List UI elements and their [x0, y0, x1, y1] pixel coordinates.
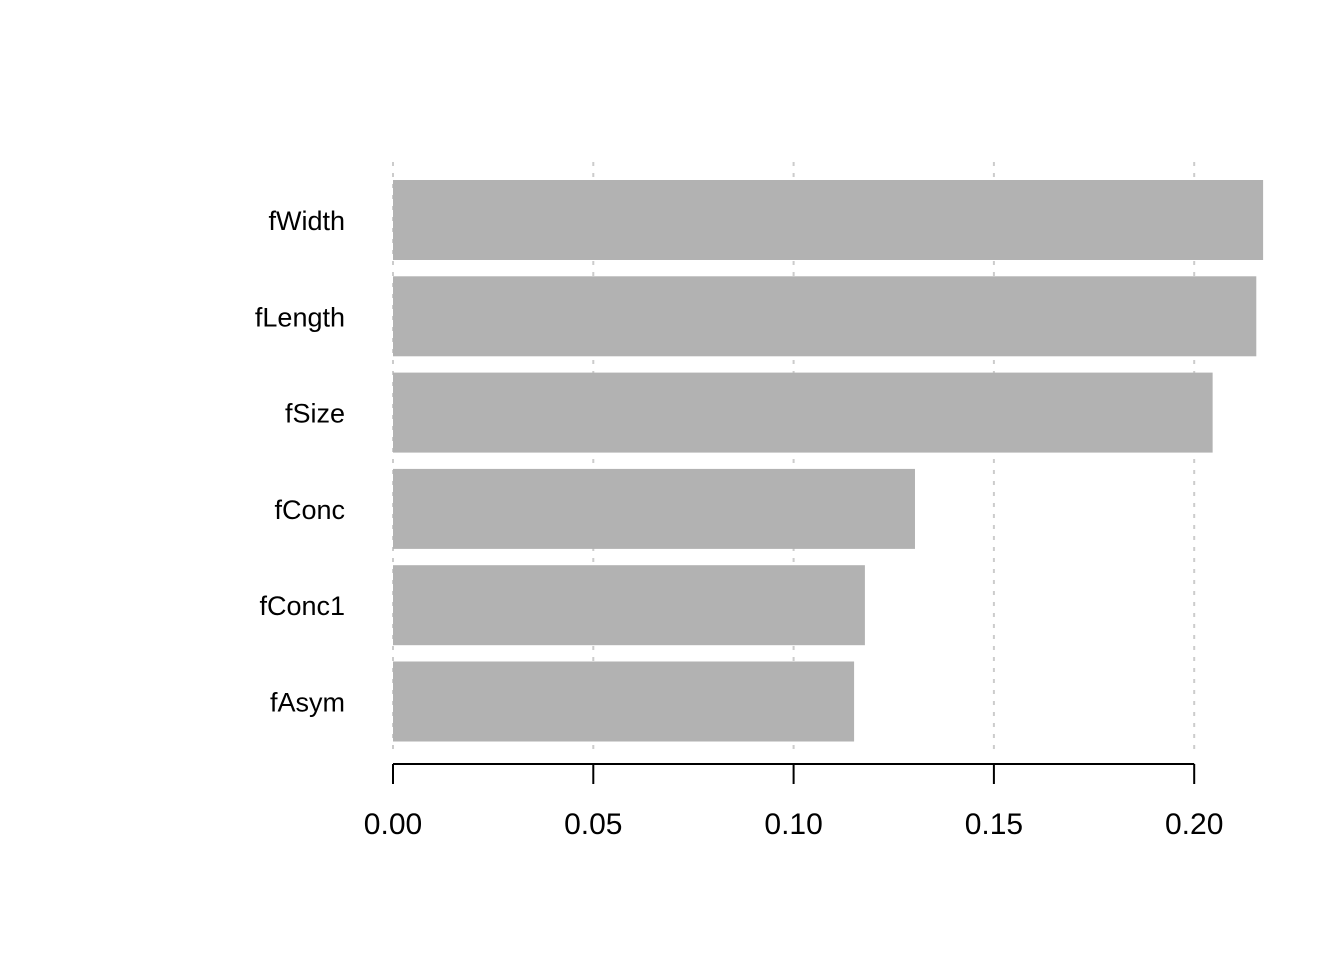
x-axis: 0.00 0.05 0.10 0.15 0.20 [364, 763, 1223, 841]
category-label: fAsym [270, 688, 345, 718]
bar-fSize [393, 372, 1213, 453]
bar-fConc [393, 468, 915, 549]
bar-fWidth [393, 180, 1264, 260]
category-label: fWidth [268, 206, 345, 236]
bar-fLength [393, 276, 1257, 357]
x-tick-label: 0.15 [965, 808, 1023, 841]
x-tick-label: 0.10 [764, 808, 822, 841]
bar-fAsym [393, 661, 855, 742]
category-label: fConc1 [259, 591, 345, 621]
bars [393, 180, 1264, 742]
category-label: fLength [255, 302, 345, 332]
category-label: fConc [274, 495, 345, 525]
category-label: fSize [285, 399, 345, 429]
x-tick-label: 0.00 [364, 808, 422, 841]
category-labels: fWidth fLength fSize fConc fConc1 fAsym [255, 206, 345, 718]
x-tick-label: 0.05 [564, 808, 622, 841]
bar-fConc1 [393, 565, 865, 646]
x-tick-label: 0.20 [1165, 808, 1223, 841]
